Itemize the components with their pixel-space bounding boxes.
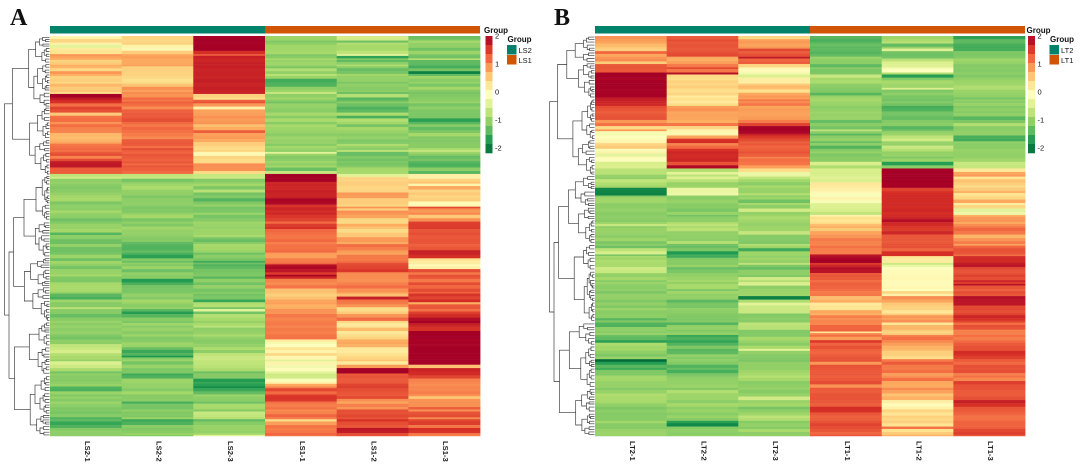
svg-text:LT1: LT1 <box>1061 56 1073 65</box>
svg-text:LT1-2: LT1-2 <box>915 441 924 461</box>
svg-text:Group: Group <box>508 35 532 44</box>
svg-text:0: 0 <box>495 88 499 97</box>
svg-text:0: 0 <box>1038 88 1042 97</box>
svg-text:2: 2 <box>1038 32 1042 41</box>
svg-text:LS1-3: LS1-3 <box>441 441 450 462</box>
svg-text:1: 1 <box>495 60 499 69</box>
svg-text:B: B <box>554 5 570 31</box>
svg-text:LS2: LS2 <box>519 46 532 55</box>
svg-text:LT2-3: LT2-3 <box>771 441 780 461</box>
svg-text:LS1-1: LS1-1 <box>298 441 307 462</box>
svg-text:LT2: LT2 <box>1061 46 1073 55</box>
svg-text:LS1-2: LS1-2 <box>370 441 379 462</box>
svg-text:-2: -2 <box>1038 144 1045 153</box>
svg-text:LT1-1: LT1-1 <box>843 441 852 461</box>
svg-text:LS2-2: LS2-2 <box>155 441 164 462</box>
svg-text:Group: Group <box>1027 26 1051 35</box>
svg-text:-2: -2 <box>495 144 502 153</box>
svg-text:A: A <box>10 5 28 31</box>
svg-text:Group: Group <box>1050 35 1074 44</box>
svg-text:LT2-2: LT2-2 <box>700 441 709 461</box>
svg-text:LT1-3: LT1-3 <box>986 441 995 461</box>
svg-text:LT2-1: LT2-1 <box>628 441 637 461</box>
svg-text:LS2-1: LS2-1 <box>83 441 92 462</box>
svg-text:1: 1 <box>1038 60 1042 69</box>
svg-text:-1: -1 <box>1038 116 1045 125</box>
svg-text:2: 2 <box>495 32 499 41</box>
svg-text:LS2-3: LS2-3 <box>226 441 235 462</box>
svg-text:-1: -1 <box>495 116 502 125</box>
svg-text:LS1: LS1 <box>519 56 532 65</box>
svg-text:Group: Group <box>484 26 508 35</box>
